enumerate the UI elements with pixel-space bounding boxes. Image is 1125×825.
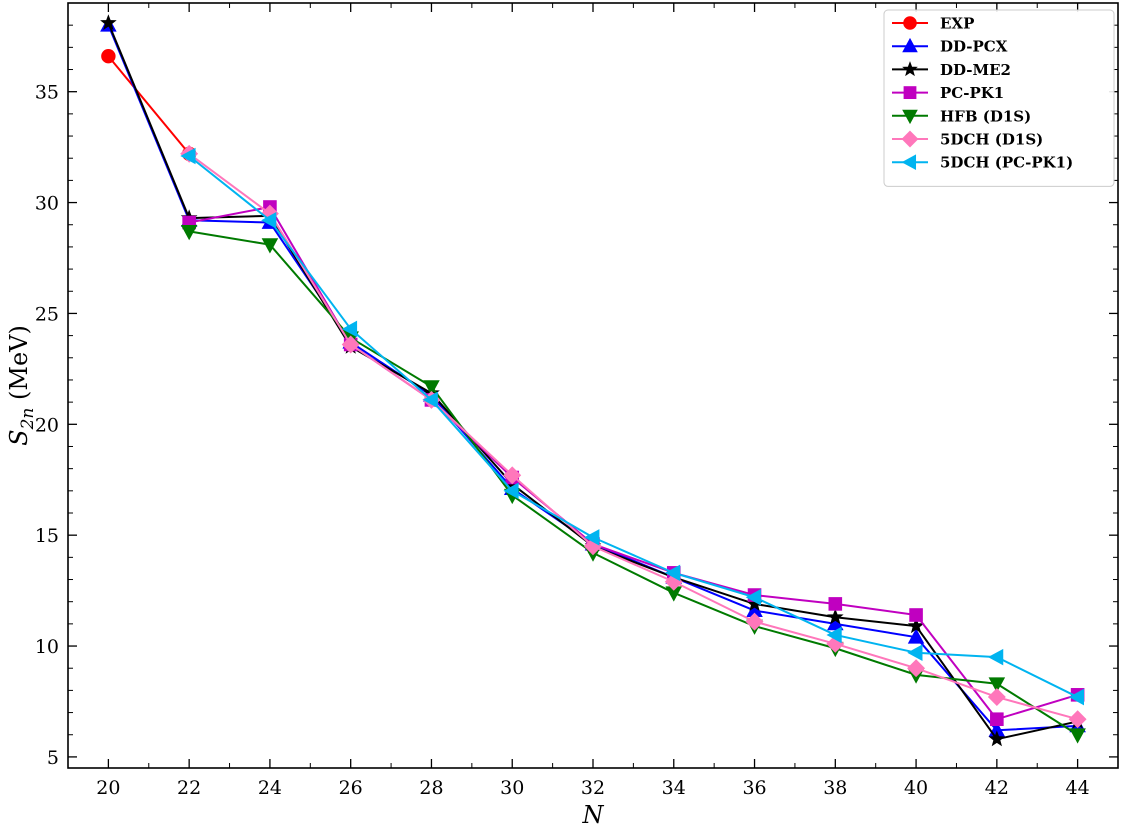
legend-entry: DD-PCX <box>892 38 1008 56</box>
data-point <box>584 529 600 546</box>
series-exp <box>101 49 197 161</box>
x-tick-label: 32 <box>581 777 605 799</box>
data-point <box>745 588 761 606</box>
x-tick-label: 40 <box>904 777 928 799</box>
series-line <box>107 55 190 155</box>
data-point <box>826 608 844 625</box>
legend-entry: PC-PK1 <box>892 84 1004 102</box>
data-point <box>1068 710 1087 729</box>
x-axis-title: N <box>582 801 605 825</box>
legend-entry: HFB (D1S) <box>892 107 1031 125</box>
data-point <box>422 391 438 409</box>
legend-label: HFB (D1S) <box>940 107 1031 125</box>
data-point <box>903 86 917 99</box>
legend-label: PC-PK1 <box>940 84 1004 102</box>
legend-entry: EXP <box>892 15 974 33</box>
data-point <box>909 608 923 622</box>
y-tick-label: 20 <box>35 414 59 436</box>
data-point <box>990 712 1004 727</box>
data-point <box>180 224 198 241</box>
x-tick-label: 28 <box>419 777 443 799</box>
legend-entry: 5DCH (PC-PK1) <box>892 154 1073 172</box>
data-point <box>988 677 1006 693</box>
x-tick-label: 34 <box>662 777 686 799</box>
legend-entry: 5DCH (D1S) <box>892 131 1043 149</box>
legend-label: 5DCH (PC-PK1) <box>940 154 1073 172</box>
x-tick-label: 24 <box>258 777 282 799</box>
y-tick-label: 5 <box>47 747 59 769</box>
data-point <box>828 597 843 611</box>
data-point <box>902 37 918 53</box>
x-tick-label: 30 <box>500 777 524 799</box>
series-line <box>188 230 1079 736</box>
legend-label: DD-ME2 <box>940 61 1011 79</box>
data-point <box>901 154 917 170</box>
data-point <box>745 612 764 631</box>
series-line <box>188 152 1078 721</box>
data-point <box>100 14 117 31</box>
x-tick-label: 38 <box>823 777 847 799</box>
data-point <box>902 109 918 125</box>
legend-label: 5DCH (D1S) <box>940 131 1043 149</box>
legend-box <box>883 9 1115 187</box>
series-line <box>188 206 1078 721</box>
data-point <box>503 466 522 485</box>
x-tick-label: 20 <box>96 777 120 799</box>
series-layer <box>100 14 1087 747</box>
data-point <box>901 130 919 148</box>
legend: EXP DD-PCX DD-ME2 PC-PK1 HFB (D1S) 5DCH (D1S)… <box>883 9 1115 187</box>
data-point <box>180 147 196 165</box>
data-point <box>503 482 519 500</box>
data-point <box>826 626 842 644</box>
data-point <box>261 212 277 229</box>
y-tick-label: 30 <box>35 193 59 215</box>
series-pc-pk1 <box>182 200 1085 727</box>
x-tick-label: 42 <box>985 777 1009 799</box>
legend-label: DD-PCX <box>940 38 1008 56</box>
data-point <box>988 648 1004 666</box>
data-point <box>664 564 681 582</box>
data-point <box>1069 728 1086 744</box>
data-point <box>907 628 925 644</box>
y-axis-title: S2n (MeV) <box>5 325 38 446</box>
data-point <box>1068 688 1085 706</box>
data-point <box>907 644 923 661</box>
x-tick-label: 26 <box>339 777 363 799</box>
data-point <box>341 335 360 354</box>
series-line <box>188 155 1079 698</box>
x-tick-label: 36 <box>742 777 766 799</box>
x-tick-label: 22 <box>177 777 201 799</box>
data-point <box>988 730 1006 747</box>
series-5dch-pc-pk1 <box>180 147 1085 706</box>
data-point <box>903 16 917 30</box>
data-point <box>902 61 918 77</box>
data-point <box>987 688 1006 707</box>
series-hfb-d1s <box>180 224 1086 744</box>
series-5dch-d1s <box>180 144 1087 729</box>
data-point <box>101 49 116 64</box>
data-point <box>261 238 279 254</box>
legend-entry: DD-ME2 <box>892 61 1011 79</box>
y-tick-label: 35 <box>35 82 59 104</box>
axes-layer: 20 22 24 26 28 30 32 34 36 38 40 42 44 5 10 15 20 25 30 35 N… <box>5 2 1119 825</box>
y-tick-label: 10 <box>35 636 59 658</box>
data-point <box>423 380 440 396</box>
y-tick-label: 15 <box>35 525 59 547</box>
x-tick-label: 44 <box>1066 777 1090 799</box>
data-point <box>341 320 358 338</box>
legend-label: EXP <box>940 15 974 33</box>
data-point <box>907 659 926 678</box>
y-tick-label: 25 <box>35 303 59 325</box>
